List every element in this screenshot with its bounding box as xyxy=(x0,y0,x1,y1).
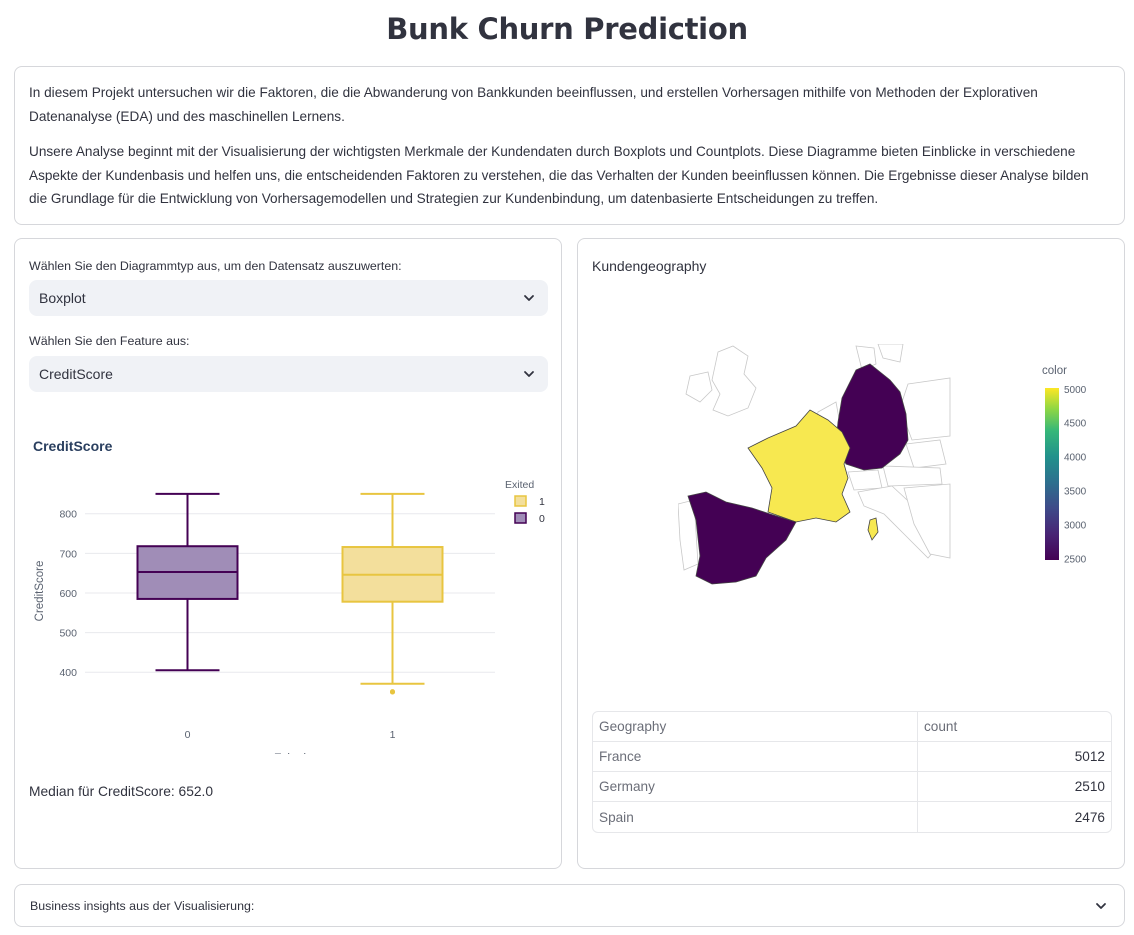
table-header-row: Geography count xyxy=(593,712,1111,742)
colorbar-tick-label: 5000 xyxy=(1064,386,1087,396)
colorbar-title: color xyxy=(1042,365,1067,377)
feature-select[interactable]: CreditScore xyxy=(29,356,548,392)
choropleth-map xyxy=(678,344,951,585)
chart-type-select[interactable]: Boxplot xyxy=(29,280,548,316)
map-card: Kundengeography color xyxy=(577,238,1125,869)
intro-paragraph-1: In diesem Projekt untersuchen wir die Fa… xyxy=(29,85,1038,124)
x-tick-label: 1 xyxy=(390,729,396,741)
map-country-germany xyxy=(835,363,909,471)
table-cell-geography[interactable]: France xyxy=(593,742,918,772)
table-row: Spain 2476 xyxy=(593,802,1111,832)
insights-expander[interactable]: Business insights aus der Visualisierung… xyxy=(14,884,1125,927)
geography-table: Geography count France 5012 Germany 2510… xyxy=(592,711,1112,833)
legend-label: 1 xyxy=(539,496,545,508)
colorbar-tick-label: 4500 xyxy=(1064,419,1087,430)
y-tick-label: 600 xyxy=(59,588,77,600)
table-cell-geography[interactable]: Germany xyxy=(593,772,918,802)
y-tick-label: 700 xyxy=(59,548,77,560)
insights-label: Business insights aus der Visualisierung… xyxy=(30,899,255,913)
table-row: France 5012 xyxy=(593,742,1111,772)
chart-type-label: Wählen Sie den Diagrammtyp aus, um den D… xyxy=(29,259,402,273)
colorbar-tick-label: 3500 xyxy=(1064,487,1087,498)
map-country-ireland xyxy=(685,371,713,403)
map-country-norway xyxy=(877,344,904,363)
page-title: Bunk Churn Prediction xyxy=(386,12,748,46)
map-country-denmark xyxy=(855,345,877,371)
y-tick-label: 400 xyxy=(59,667,77,679)
table-cell-count[interactable]: 2510 xyxy=(918,772,1111,802)
map-country-austria xyxy=(882,465,943,487)
map-country-italy xyxy=(857,485,941,559)
colorbar-tick-label: 2500 xyxy=(1064,554,1087,565)
boxplot-chart: 400 500 600 700 800 CreditScore 0 1 Exited Exited… xyxy=(34,479,545,754)
colorbar-tick-label: 4000 xyxy=(1064,453,1087,464)
y-tick-label: 500 xyxy=(59,628,77,640)
column-header-count[interactable]: count xyxy=(918,712,1111,742)
map-country-corsica xyxy=(867,517,879,541)
map-title: Kundengeography xyxy=(592,258,707,274)
map-country-uk xyxy=(711,345,757,417)
map-country-spain xyxy=(687,491,797,585)
map-country-balkans xyxy=(903,483,951,559)
outlier-point xyxy=(390,689,395,695)
legend-label: 0 xyxy=(539,513,545,525)
boxplot-title: CreditScore xyxy=(33,438,113,454)
x-tick-label: 0 xyxy=(185,729,191,741)
chart-type-value: Boxplot xyxy=(39,290,86,306)
y-axis-label: CreditScore xyxy=(34,561,46,622)
intro-card: In diesem Projekt untersuchen wir die Fa… xyxy=(14,66,1125,225)
legend-swatch xyxy=(514,512,527,524)
feature-label: Wählen Sie den Feature aus: xyxy=(29,334,190,348)
map-country-france xyxy=(747,409,851,523)
legend-title: Exited xyxy=(505,479,534,491)
chevron-down-icon xyxy=(524,371,534,377)
chevron-down-icon xyxy=(524,295,534,301)
table-cell-count[interactable]: 2476 xyxy=(1074,809,1105,825)
map-country-switzerland xyxy=(847,469,883,491)
colorbar: 2500 3000 3500 4000 4500 5000 xyxy=(1045,386,1087,565)
legend-swatch xyxy=(514,495,527,507)
feature-value: CreditScore xyxy=(39,366,113,382)
colorbar-tick-label: 3000 xyxy=(1064,520,1087,531)
table-row: Germany 2510 xyxy=(593,772,1111,802)
chevron-down-icon xyxy=(1096,903,1106,909)
y-tick-label: 800 xyxy=(59,509,77,521)
table-cell-count[interactable]: 5012 xyxy=(918,742,1111,772)
map-country-czechia xyxy=(905,439,947,469)
x-axis-label: Exited xyxy=(274,753,306,754)
column-header-geography[interactable]: Geography xyxy=(593,712,918,742)
intro-paragraph-2: Unsere Analyse beginnt mit der Visualisi… xyxy=(29,144,1089,206)
chart-card: Wählen Sie den Diagrammtyp aus, um den D… xyxy=(14,238,562,869)
table-cell-geography[interactable]: Spain xyxy=(593,802,918,832)
median-text: Median für CreditScore: 652.0 xyxy=(29,784,214,799)
